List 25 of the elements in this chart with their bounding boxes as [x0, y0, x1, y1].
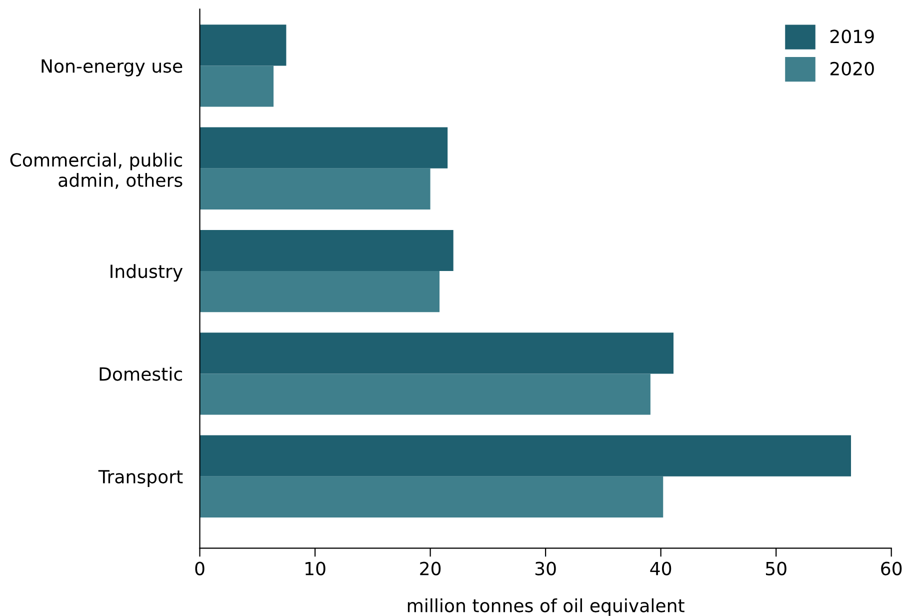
x-tick-label: 20	[420, 562, 441, 576]
x-tick-label: 0	[195, 562, 204, 576]
x-tick-label: 40	[650, 562, 672, 576]
x-axis-title: million tonnes of oil equivalent	[408, 598, 684, 616]
y-tick-label: Domestic	[100, 366, 182, 381]
bar	[200, 168, 430, 210]
bar	[200, 435, 852, 476]
bar	[200, 476, 664, 518]
bar	[200, 127, 448, 168]
x-tick-label: 30	[535, 562, 556, 576]
bar	[200, 230, 454, 272]
legend-label: 2020	[830, 62, 874, 76]
bar	[200, 332, 674, 374]
x-tick-label: 50	[766, 562, 786, 576]
y-tick-label: Non-energy use	[42, 59, 182, 76]
y-tick-label: Commercial, public admin, others	[10, 152, 182, 189]
y-tick-label: Industry	[110, 264, 183, 282]
bar	[200, 24, 286, 66]
x-tick-label: 10	[306, 562, 326, 576]
y-tick-label: Transport	[98, 470, 183, 487]
bar	[200, 66, 274, 107]
bar	[200, 271, 440, 312]
x-tick-label: 60	[881, 562, 902, 576]
bar	[200, 374, 650, 415]
legend-label: 2019	[830, 30, 874, 44]
